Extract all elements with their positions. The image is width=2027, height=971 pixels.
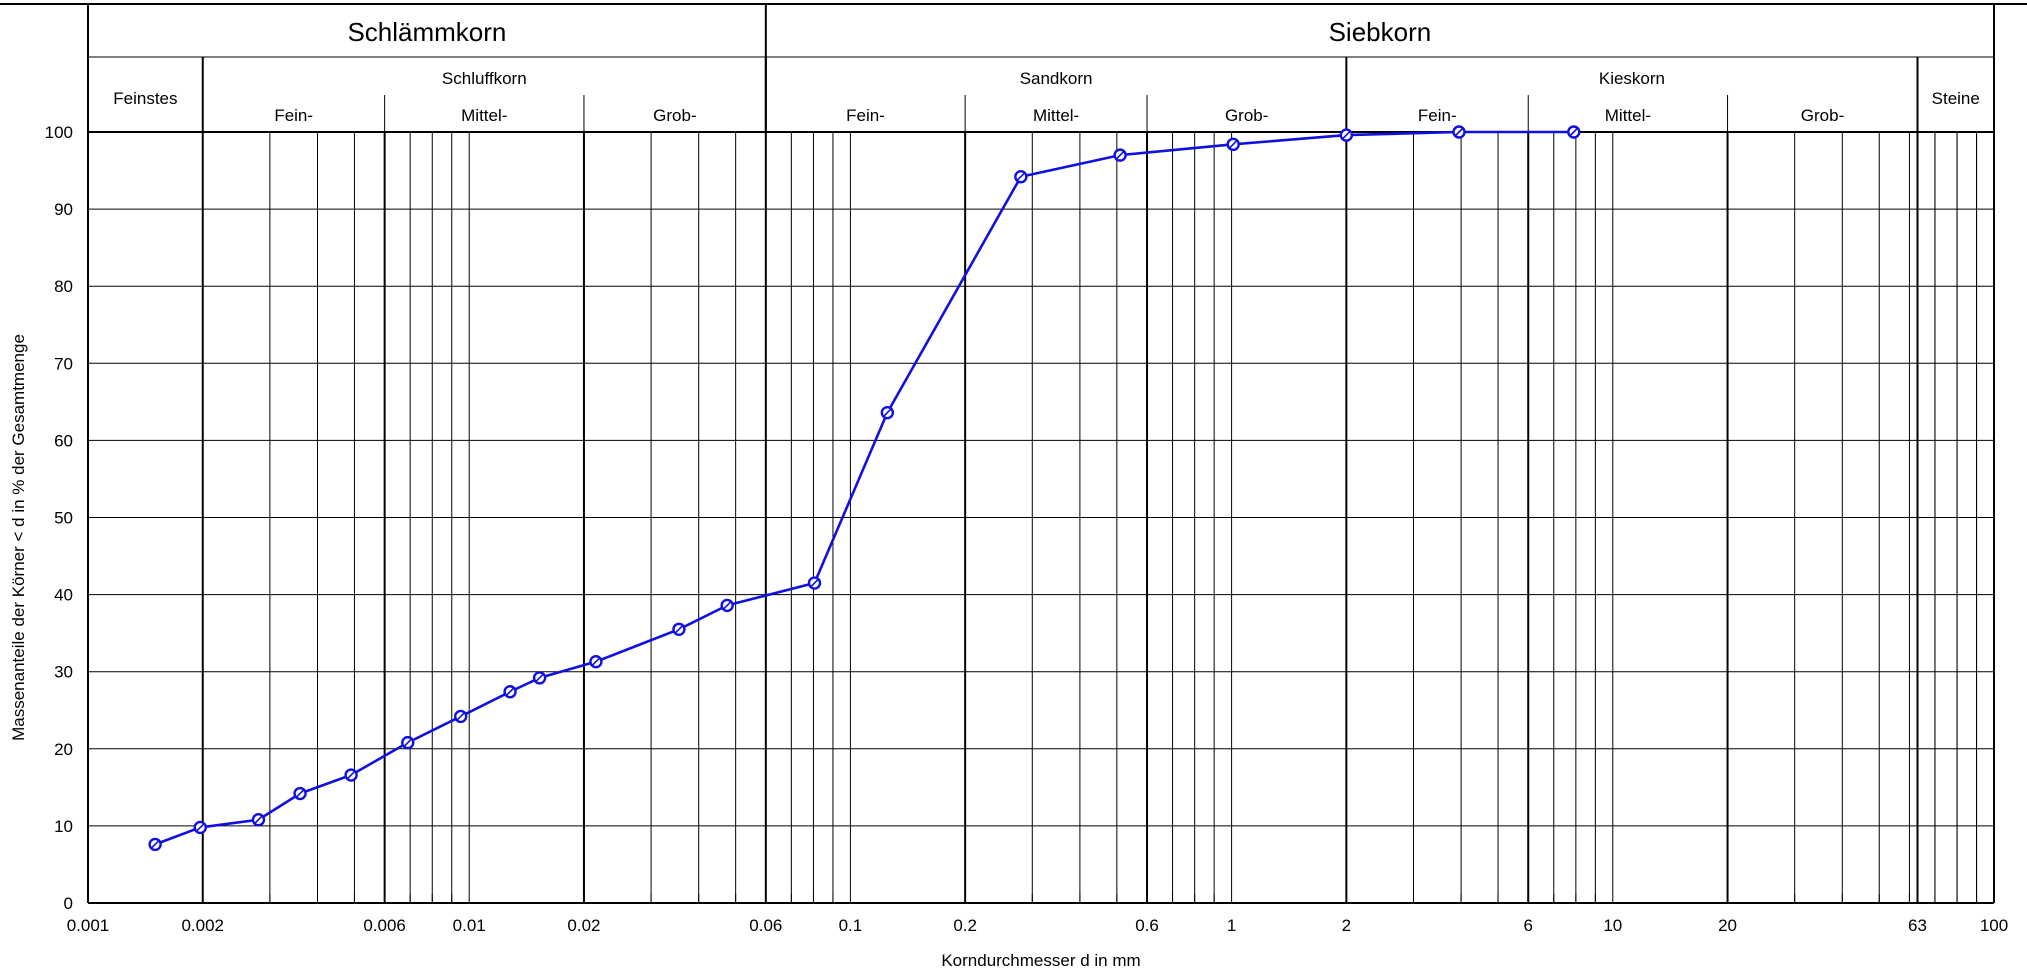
y-tick-label: 70 [54, 354, 73, 373]
chart-series [148, 125, 1581, 852]
x-tick-label: 1 [1227, 916, 1236, 935]
y-tick-label: 20 [54, 740, 73, 759]
x-tick-label: 20 [1718, 916, 1737, 935]
data-point-slash [1016, 172, 1026, 182]
header-fraction-label: Steine [1932, 89, 1980, 108]
x-tick-label: 0.06 [749, 916, 782, 935]
x-tick-label: 10 [1603, 916, 1622, 935]
data-point-slash [882, 408, 892, 418]
chart-grid [0, 3, 2027, 904]
y-tick-label: 0 [64, 894, 73, 913]
data-point-slash [1569, 127, 1579, 137]
data-point-slash [1115, 150, 1125, 160]
data-point-slash [346, 770, 356, 780]
header-fraction-label: Sandkorn [1020, 69, 1093, 88]
data-point-slash [591, 657, 601, 667]
header-subfraction-label: Mittel- [1033, 106, 1079, 125]
data-point-slash [1228, 139, 1238, 149]
x-tick-label: 0.001 [67, 916, 110, 935]
header-subfraction-label: Mittel- [1605, 106, 1651, 125]
data-point-slash [535, 673, 545, 683]
x-tick-label: 0.006 [363, 916, 406, 935]
header-fraction-label: Schluffkorn [442, 69, 527, 88]
header-subfraction-label: Grob- [1225, 106, 1268, 125]
y-tick-label: 10 [54, 817, 73, 836]
header-subfraction-label: Mittel- [461, 106, 507, 125]
data-point-slash [722, 600, 732, 610]
data-point-slash [295, 788, 305, 799]
header-subfraction-label: Fein- [274, 106, 313, 125]
data-point-slash [456, 711, 466, 721]
header-subfraction-label: Grob- [1801, 106, 1844, 125]
x-tick-label: 0.002 [181, 916, 224, 935]
x-tick-label: 0.2 [953, 916, 977, 935]
x-tick-label: 0.1 [839, 916, 863, 935]
y-tick-label: 100 [45, 123, 73, 142]
data-point-slash [403, 738, 413, 748]
y-tick-label: 30 [54, 663, 73, 682]
data-point-slash [253, 815, 264, 825]
data-point-slash [150, 839, 160, 849]
x-tick-label: 100 [1980, 916, 2008, 935]
chart-axes: 0 10 20 30 40 50 60 70 80 90 100 0.001 0.002 0.006 0.0… [45, 123, 2009, 935]
y-tick-label: 50 [54, 509, 73, 528]
header-subfraction-label: Grob- [653, 106, 696, 125]
data-point-slash [674, 624, 684, 634]
data-point-slash [195, 822, 205, 833]
y-tick-label: 40 [54, 586, 73, 605]
header-group-label: Siebkorn [1329, 17, 1432, 47]
y-axis-title: Massenanteile der Körner < d in % der Ge… [9, 334, 28, 741]
x-tick-label: 0.02 [567, 916, 600, 935]
data-point-slash [1454, 127, 1464, 137]
data-point-slash [1341, 130, 1351, 140]
header-subfraction-label: Fein- [1418, 106, 1457, 125]
x-tick-label: 0.6 [1135, 916, 1159, 935]
y-tick-label: 90 [54, 200, 73, 219]
header-fraction-label: Feinstes [113, 89, 177, 108]
header-group-label: Schlämmkorn [347, 17, 506, 47]
x-tick-label: 6 [1523, 916, 1532, 935]
header-fraction-label: Kieskorn [1599, 69, 1665, 88]
x-axis-title: Korndurchmesser d in mm [941, 951, 1140, 970]
data-point-slash [505, 687, 515, 697]
header-subfraction-label: Fein- [846, 106, 885, 125]
chart-header: Schlämmkorn Siebkorn Feinstes Schluffkorn Sa… [87, 4, 1994, 132]
y-tick-label: 60 [54, 431, 73, 450]
series-line [154, 130, 1574, 846]
data-point-slash [809, 578, 820, 588]
x-tick-label: 2 [1342, 916, 1351, 935]
x-tick-label: 63 [1908, 916, 1927, 935]
y-tick-label: 80 [54, 277, 73, 296]
x-tick-label: 0.01 [453, 916, 486, 935]
